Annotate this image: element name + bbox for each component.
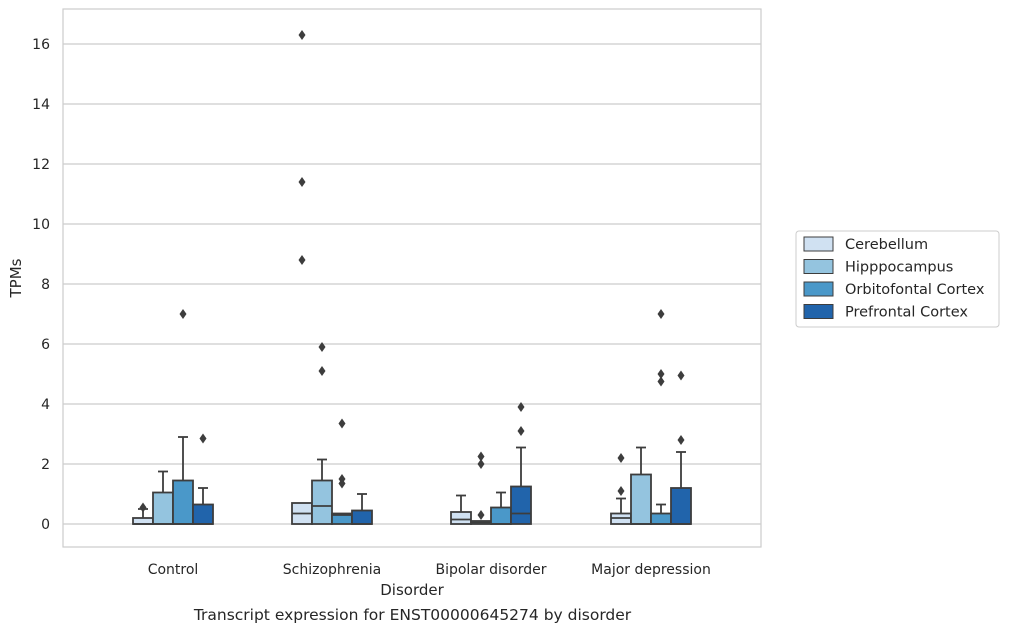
chart-svg: 0 2 4 6 8 10 12 14 16 Control Schizophrenia Bipola… [7, 8, 1000, 599]
x-tick-label: Major depression [591, 562, 711, 578]
box [172, 479, 194, 525]
y-tick-label: 0 [41, 517, 50, 533]
box [670, 487, 692, 525]
box [490, 506, 512, 525]
box [630, 473, 652, 525]
legend-label: Cerebellum [845, 237, 928, 253]
box [311, 479, 333, 525]
y-axis-label: TPMs [7, 258, 25, 298]
box-plots [132, 30, 692, 525]
legend-label: Orbitofontal Cortex [845, 282, 985, 298]
outlier-point [617, 453, 625, 463]
box [650, 512, 672, 525]
outlier-point [179, 309, 187, 319]
outlier-point [298, 30, 306, 40]
outlier-point [199, 433, 207, 444]
outlier-point [139, 502, 147, 513]
figure-caption: Transcript expression for ENST0000064527… [193, 606, 632, 624]
outlier-point [657, 376, 665, 387]
legend-swatch [803, 259, 834, 274]
outlier-point [657, 369, 665, 379]
box [192, 503, 214, 525]
box [152, 491, 174, 525]
y-tick-label: 8 [41, 277, 50, 293]
y-tick-labels: 0 2 4 6 8 10 12 14 16 [32, 37, 50, 533]
legend-swatch [803, 236, 834, 252]
y-tick-label: 16 [32, 37, 50, 53]
outlier-point [677, 435, 685, 445]
outlier-point [318, 366, 326, 376]
x-axis-label: Disorder [380, 581, 444, 599]
legend-label: Prefrontal Cortex [845, 305, 968, 321]
outlier-point [298, 255, 306, 265]
outlier-point [677, 370, 685, 381]
outlier-point [338, 418, 346, 429]
outlier-point [338, 478, 346, 489]
outlier-point [318, 342, 326, 352]
legend-swatch [803, 304, 834, 319]
y-tick-label: 2 [41, 457, 50, 473]
outlier-point [617, 486, 625, 496]
y-tick-label: 6 [41, 337, 50, 353]
x-tick-label: Control [148, 562, 199, 578]
plot-frame [62, 8, 762, 548]
outlier-point [517, 426, 525, 436]
y-tick-label: 14 [32, 97, 50, 113]
outlier-point [517, 402, 525, 412]
outlier-point [477, 451, 485, 462]
y-tick-label: 10 [32, 217, 50, 233]
grid-lines [63, 43, 761, 525]
outlier-point [477, 459, 485, 469]
legend: Cerebellum Hipppocampus Orbitofontal Corte… [795, 230, 1000, 328]
x-tick-labels: Control Schizophrenia Bipolar disorder Majo… [148, 562, 711, 578]
legend-label: Hipppocampus [845, 260, 953, 276]
legend-swatch [803, 281, 834, 297]
x-tick-label: Bipolar disorder [435, 562, 546, 578]
y-tick-label: 4 [41, 397, 50, 413]
box [351, 509, 373, 525]
box [510, 485, 532, 525]
outlier-point [298, 177, 306, 187]
outlier-point [477, 510, 485, 520]
box [450, 511, 472, 525]
x-tick-label: Schizophrenia [283, 562, 381, 578]
legend-frame [795, 230, 1000, 328]
outlier-point [657, 309, 665, 319]
y-tick-label: 12 [32, 157, 50, 173]
